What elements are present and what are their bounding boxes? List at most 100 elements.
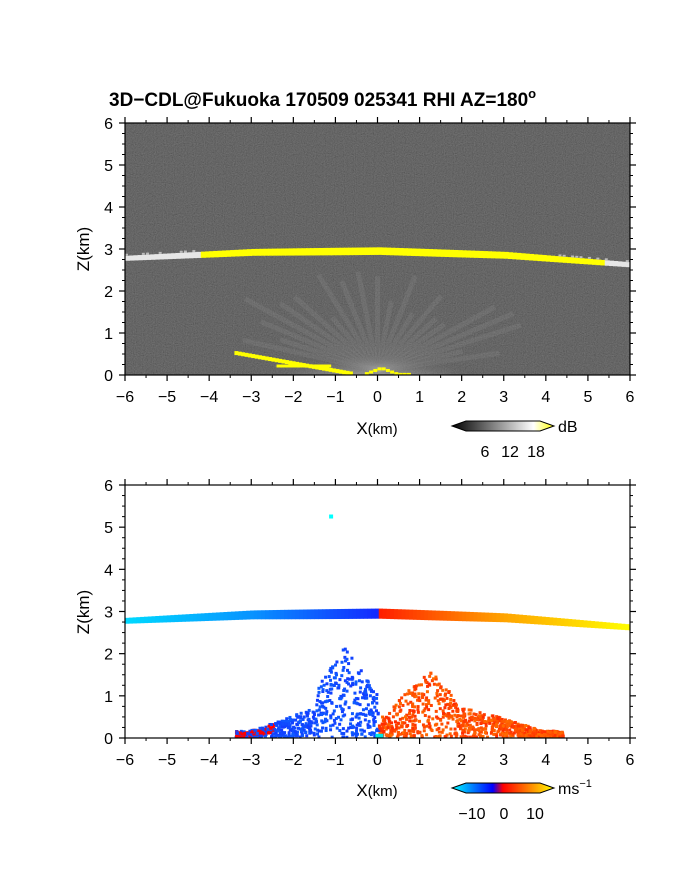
- velocity-cloud-segment: [628, 624, 630, 631]
- velocity-echo-point: [453, 732, 457, 736]
- velocity-echo-point: [334, 681, 338, 685]
- velocity-echo-point: [402, 731, 406, 735]
- cloud-layer-segment: [221, 250, 227, 257]
- velocity-echo-point: [426, 684, 430, 688]
- velocity-echo-point: [411, 693, 415, 697]
- velocity-echo-point: [461, 709, 465, 713]
- velocity-x-tick-label: −1: [326, 752, 344, 769]
- cloud-layer-segment: [587, 258, 593, 265]
- velocity-echo-point: [340, 707, 344, 711]
- velocity-echo-point: [393, 720, 397, 724]
- velocity-cloud-segment: [439, 610, 444, 621]
- velocity-cloud-segment: [166, 615, 171, 623]
- velocity-echo-point: [405, 692, 409, 696]
- velocity-cloud-segment: [303, 609, 308, 620]
- velocity-echo-point: [312, 717, 316, 721]
- velocity-echo-point: [400, 721, 404, 725]
- cloud-layer-segment: [474, 250, 480, 258]
- reflectivity-x-tick-label: 0: [373, 389, 382, 406]
- velocity-cloud-segment: [284, 609, 289, 620]
- cloud-layer-noise: [571, 255, 575, 258]
- velocity-cloud-segment: [242, 610, 247, 620]
- velocity-echo-point: [480, 714, 484, 718]
- velocity-cloud-segment: [602, 622, 607, 629]
- velocity-echo-point: [386, 726, 390, 730]
- cloud-layer-segment: [524, 253, 530, 261]
- velocity-echo-point: [375, 729, 379, 733]
- velocity-echo-point: [428, 725, 432, 729]
- velocity-echo-point: [354, 680, 358, 684]
- velocity-echo-point: [284, 722, 288, 726]
- velocity-echo-point: [337, 683, 341, 687]
- velocity-echo-point: [411, 691, 415, 695]
- velocity-echo-point: [372, 695, 376, 699]
- velocity-echo-point: [335, 704, 339, 708]
- velocity-echo-point: [315, 723, 319, 727]
- velocity-echo-point: [473, 716, 477, 720]
- velocity-echo-point: [399, 708, 403, 712]
- velocity-echo-point: [439, 686, 443, 690]
- velocity-echo-point: [329, 670, 333, 674]
- cloud-layer-segment: [364, 247, 370, 256]
- velocity-echo-point: [261, 727, 265, 731]
- velocity-echo-point: [352, 701, 356, 705]
- velocity-cloud-segment: [624, 624, 630, 631]
- cloud-layer-segment: [356, 247, 362, 256]
- velocity-echo-point: [503, 734, 507, 738]
- velocity-echo-point: [235, 731, 239, 735]
- velocity-echo-point: [356, 671, 360, 675]
- velocity-echo-point: [343, 702, 347, 706]
- velocity-cloud-segment: [579, 620, 584, 628]
- velocity-cloud-segment: [212, 612, 217, 621]
- cloud-layer-segment: [213, 250, 219, 258]
- velocity-echo-point: [527, 726, 531, 730]
- velocity-colorbar: −10 0 10 ms−1: [450, 778, 592, 823]
- velocity-echo-point: [498, 733, 502, 737]
- velocity-echo-point: [345, 680, 349, 684]
- velocity-echo-point: [423, 714, 427, 718]
- velocity-echo-point: [345, 689, 349, 693]
- velocity-echo-point: [343, 713, 347, 717]
- velocity-echo-point: [375, 696, 379, 700]
- velocity-echo-point: [495, 734, 499, 738]
- velocity-echo-point: [274, 732, 278, 736]
- cloud-layer-segment: [415, 248, 421, 257]
- velocity-echo-point: [328, 698, 332, 702]
- velocity-cloud-segment: [507, 613, 512, 623]
- velocity-echo-point: [264, 725, 268, 729]
- velocity-echo-point: [411, 713, 415, 717]
- velocity-echo-point: [504, 727, 508, 731]
- cloud-layer-segment: [550, 255, 556, 262]
- velocity-echo-point: [551, 729, 555, 733]
- velocity-echo-point: [358, 690, 362, 694]
- velocity-echo-point: [548, 730, 552, 734]
- cloud-layer-segment: [137, 255, 143, 261]
- cloud-layer-segment: [154, 254, 160, 260]
- velocity-echo-point: [494, 725, 498, 729]
- velocity-cloud-segment: [257, 610, 262, 620]
- velocity-echo-point: [406, 702, 410, 706]
- velocity-cloud-segment: [503, 613, 508, 623]
- velocity-echo-point: [317, 690, 321, 694]
- velocity-cloud-segment: [583, 620, 588, 628]
- velocity-echo-point: [432, 677, 436, 681]
- cloud-layer-segment: [529, 253, 535, 261]
- reflectivity-y-tick-label: 2: [104, 284, 113, 301]
- cloud-layer-segment: [348, 247, 354, 256]
- velocity-echo-point: [487, 716, 491, 720]
- ground-echo-fringe: [241, 352, 246, 357]
- ground-echo-fringe: [328, 367, 333, 372]
- velocity-cloud-segment: [401, 609, 406, 620]
- velocity-echo-point: [330, 735, 334, 738]
- velocity-cloud-segment: [352, 608, 357, 619]
- cloud-layer-segment: [571, 257, 577, 264]
- velocity-echo-point: [513, 727, 517, 731]
- velocity-echo-point: [245, 735, 249, 738]
- velocity-echo-point: [376, 712, 380, 716]
- velocity-echo-point: [467, 708, 471, 712]
- velocity-echo-point: [290, 734, 294, 738]
- reflectivity-x-tick-label: 1: [415, 389, 424, 406]
- velocity-echo-point: [528, 734, 532, 738]
- velocity-echo-point: [372, 699, 376, 703]
- velocity-echo-point: [332, 683, 336, 687]
